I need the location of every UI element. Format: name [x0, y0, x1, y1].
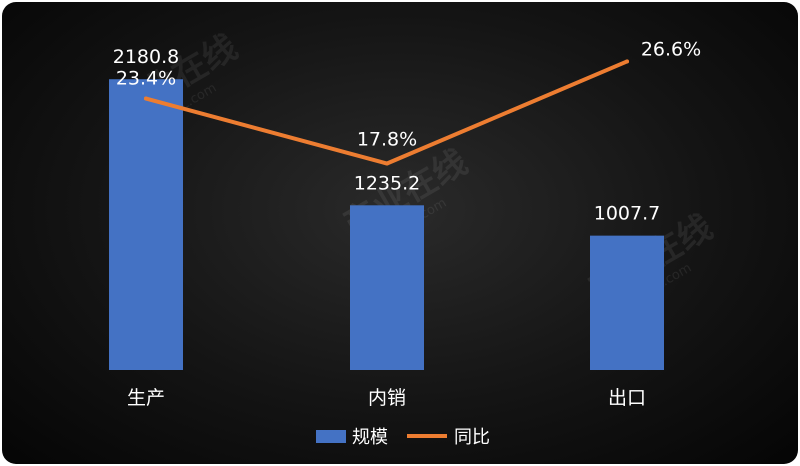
line-series-layer [144, 59, 629, 166]
data-label-layer: 2180.8 1235.2 1007.7 23.4% 17.8% 26.6% [113, 38, 701, 224]
bar-series-layer [109, 79, 664, 370]
category-label-3: 出口 [608, 387, 646, 409]
line-value-label-2: 17.8% [357, 129, 417, 151]
line-point-3 [625, 59, 629, 64]
bar-value-label-1: 2180.8 [113, 46, 179, 68]
bar-3 [590, 235, 664, 370]
line-point-1 [144, 96, 148, 101]
bar-2 [350, 205, 424, 370]
legend-bar-label: 规模 [352, 427, 388, 448]
bar-value-label-2: 1235.2 [354, 172, 420, 194]
category-label-2: 内销 [368, 387, 406, 409]
bar-value-label-3: 1007.7 [594, 203, 660, 225]
line-value-label-3: 26.6% [641, 38, 701, 60]
bar-1 [109, 79, 183, 370]
category-axis-layer: 生产 内销 出口 [127, 387, 646, 409]
legend-bar-swatch [316, 430, 346, 443]
legend-line-label: 同比 [454, 427, 490, 448]
line-value-label-1: 23.4% [116, 68, 176, 90]
legend: 规模 同比 [316, 427, 490, 448]
line-point-2 [385, 161, 389, 166]
category-label-1: 生产 [127, 387, 165, 409]
